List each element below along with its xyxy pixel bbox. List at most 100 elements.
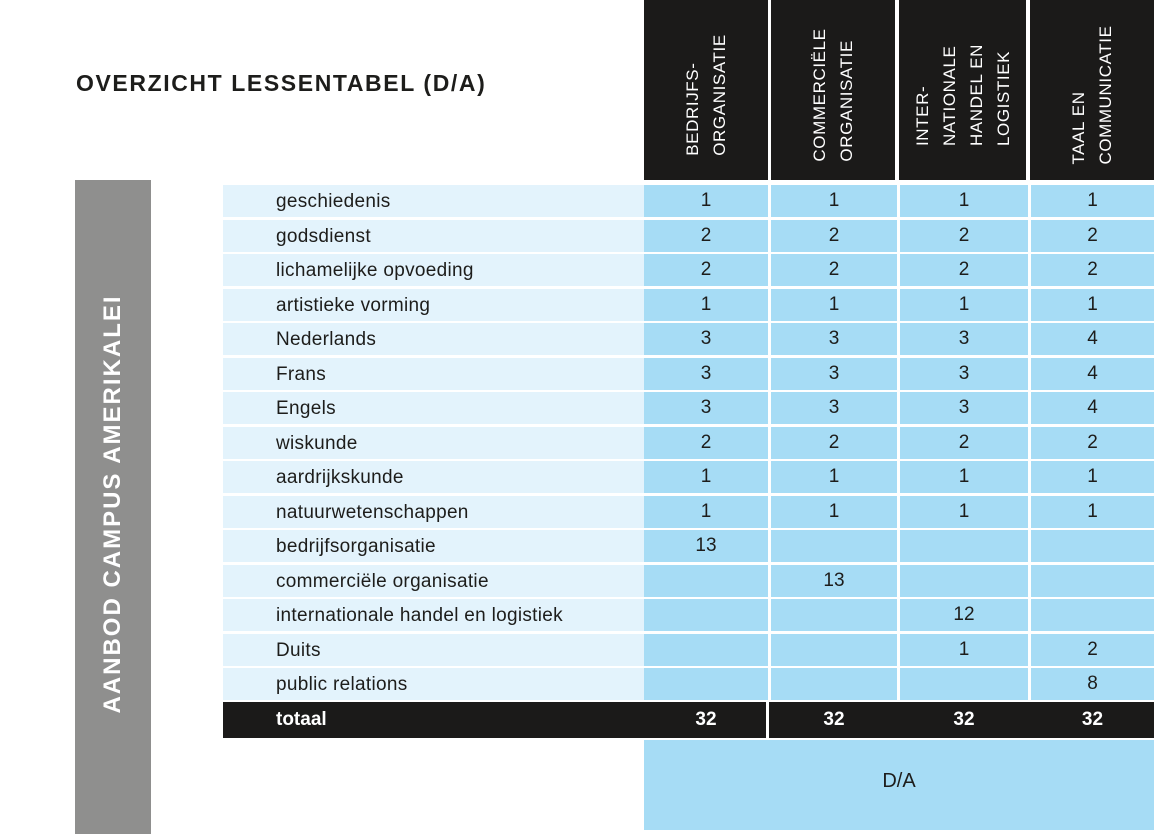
hours-cell [644,668,768,700]
hours-cell: 1 [1031,461,1154,493]
hours-cell: 1 [900,185,1028,217]
hours-cell: 3 [644,392,768,424]
subject-label: godsdienst [276,225,371,247]
column-header-line: ORGANISATIE [837,40,856,162]
hours-cell: 2 [1031,426,1154,459]
hours-cell: 8 [1031,668,1154,700]
subject-label: geschiedenis [276,191,391,212]
column-header-line: ORGANISATIE [710,34,729,156]
hours-cell [1031,564,1154,597]
hours-cell: 1 [771,461,897,493]
subject-label: Duits [276,639,321,661]
total-value: 32 [695,709,717,730]
subject-cell: wiskunde [223,426,644,459]
subject-label: commerciële organisatie [276,570,489,592]
column-header-commerciele-organisatie: COMMERCIËLE ORGANISATIE [771,0,895,180]
table-row: geschiedenis 1 1 1 1 [223,185,1154,217]
subject-cell: internationale handel en logistiek [223,599,644,631]
hours-cell: 2 [900,426,1028,459]
total-value: 32 [1081,709,1104,730]
column-separator [766,702,769,738]
hours-cell: 2 [1031,254,1154,286]
hours-cell: 1 [900,495,1028,528]
footer-label: D/A [882,770,916,792]
subject-cell: Frans [223,357,644,390]
subject-cell: Duits [223,633,644,666]
hours-cell: 1 [771,185,897,217]
hours-cell: 4 [1031,357,1154,390]
table-row: godsdienst 2 2 2 2 [223,219,1154,252]
hours-cell: 3 [644,357,768,390]
hours-cell: 1 [644,185,768,217]
hours-cell: 2 [771,254,897,286]
hours-cell [644,564,768,597]
hours-cell: 1 [900,288,1028,321]
table-row: Engels 3 3 3 4 [223,392,1154,424]
hours-cell [771,668,897,700]
hours-cell: 1 [771,495,897,528]
table-row: natuurwetenschappen 1 1 1 1 [223,495,1154,528]
hours-cell: 2 [1031,219,1154,252]
subject-cell: artistieke vorming [223,288,644,321]
hours-cell: 1 [1031,185,1154,217]
sidebar-label: AANBOD CAMPUS AMERIKALEI [99,294,126,714]
hours-cell: 3 [644,323,768,355]
subject-label: Engels [276,398,336,419]
hours-cell: 4 [1031,392,1154,424]
hours-cell: 3 [771,357,897,390]
hours-cell: 13 [771,564,897,597]
hours-cell: 2 [771,219,897,252]
page-title: OVERZICHT LESSENTABEL (D/A) [76,70,487,96]
total-row: totaal 32 32 32 32 [223,702,1154,738]
column-header-line: HANDEL EN [966,43,986,147]
hours-cell: 1 [1031,288,1154,321]
hours-cell: 4 [1031,323,1154,355]
hours-cell [1031,530,1154,562]
subject-label: natuurwetenschappen [276,501,469,523]
table-row: Nederlands 3 3 3 4 [223,323,1154,355]
subject-label: lichamelijke opvoeding [276,260,474,281]
total-label: totaal [276,709,327,730]
column-header-line: BEDRIJFS- [683,62,702,156]
hours-cell: 3 [900,323,1028,355]
total-value: 32 [823,709,845,730]
subject-label: artistieke vorming [276,294,431,316]
column-header-line: COMMERCIËLE [810,28,829,162]
subject-label: Frans [276,363,327,385]
hours-cell: 3 [900,392,1028,424]
hours-cell [771,633,897,666]
hours-cell: 2 [771,426,897,459]
hours-cell [1031,599,1154,631]
subject-cell: aardrijkskunde [223,461,644,493]
hours-cell [644,633,768,666]
column-header-line: COMMUNICATIE [1096,25,1115,165]
hours-cell: 1 [644,288,768,321]
hours-cell: 1 [644,461,768,493]
hours-cell: 13 [644,530,768,562]
hours-cell: 1 [1031,495,1154,528]
hours-cell: 12 [900,599,1028,631]
subject-cell: Nederlands [223,323,644,355]
column-header-bedrijfsorganisatie: BEDRIJFS- ORGANISATIE [644,0,768,180]
table-row: public relations 8 [223,668,1154,700]
hours-cell [900,564,1028,597]
subject-cell: geschiedenis [223,185,644,217]
table-row: Frans 3 3 3 4 [223,357,1154,390]
table-row: commerciële organisatie 13 [223,564,1154,597]
total-value: 32 [953,709,975,730]
subject-cell: godsdienst [223,219,644,252]
hours-cell [771,530,897,562]
hours-cell: 1 [900,461,1028,493]
column-header-line: INTER- [912,85,932,147]
table-row: artistieke vorming 1 1 1 1 [223,288,1154,321]
hours-cell: 1 [771,288,897,321]
hours-cell: 1 [900,633,1028,666]
subject-cell: lichamelijke opvoeding [223,254,644,286]
column-header-taal-en-communicatie: TAAL EN COMMUNICATIE [1030,0,1154,180]
hours-cell [771,599,897,631]
subject-label: Nederlands [276,329,377,350]
hours-cell: 2 [644,254,768,286]
hours-cell: 3 [771,323,897,355]
hours-cell [900,668,1028,700]
subject-cell: natuurwetenschappen [223,495,644,528]
